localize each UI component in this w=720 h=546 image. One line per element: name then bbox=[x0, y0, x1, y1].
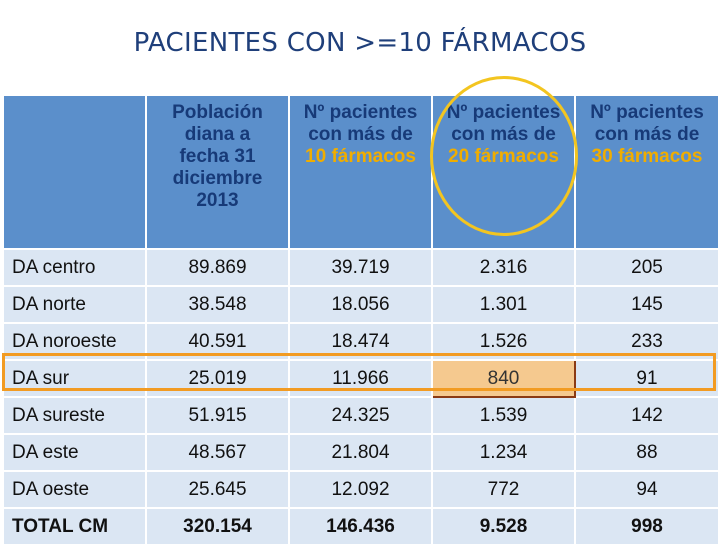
table-row: DA noroeste 40.591 18.474 1.526 233 bbox=[2, 322, 720, 361]
row-name: DA oeste bbox=[2, 470, 147, 509]
cell-30: 233 bbox=[574, 322, 720, 361]
table-row: DA norte 38.548 18.056 1.301 145 bbox=[2, 285, 720, 324]
total-30: 998 bbox=[574, 507, 720, 546]
cell-10: 18.474 bbox=[288, 322, 433, 361]
cell-population: 25.019 bbox=[145, 359, 290, 398]
total-10: 146.436 bbox=[288, 507, 433, 546]
header-line: Nº pacientes bbox=[446, 102, 561, 123]
header-20-farmacos: Nº pacientes con más de 20 fármacos bbox=[431, 94, 576, 250]
cell-10: 12.092 bbox=[288, 470, 433, 509]
header-line: Nº pacientes bbox=[590, 102, 704, 123]
table-row: DA centro 89.869 39.719 2.316 205 bbox=[2, 248, 720, 287]
cell-20: 1.526 bbox=[431, 322, 576, 361]
cell-population: 89.869 bbox=[145, 248, 290, 287]
cell-30: 88 bbox=[574, 433, 720, 472]
cell-30: 205 bbox=[574, 248, 720, 287]
header-line: diana a bbox=[184, 124, 251, 145]
cell-population: 48.567 bbox=[145, 433, 290, 472]
header-line: con más de bbox=[594, 124, 700, 145]
total-row: TOTAL CM 320.154 146.436 9.528 998 bbox=[2, 507, 720, 546]
cell-20: 1.234 bbox=[431, 433, 576, 472]
header-30-farmacos: Nº pacientes con más de 30 fármacos bbox=[574, 94, 720, 250]
total-population: 320.154 bbox=[145, 507, 290, 546]
header-population: Población diana a fecha 31 diciembre 201… bbox=[145, 94, 290, 250]
cell-20: 2.316 bbox=[431, 248, 576, 287]
cell-30: 145 bbox=[574, 285, 720, 324]
cell-population: 51.915 bbox=[145, 396, 290, 435]
header-line: con más de bbox=[451, 124, 556, 145]
cell-population: 40.591 bbox=[145, 322, 290, 361]
row-name: DA sureste bbox=[2, 396, 147, 435]
total-label: TOTAL CM bbox=[2, 507, 147, 546]
cell-20: 1.539 bbox=[431, 396, 576, 435]
row-name: DA sur bbox=[2, 359, 147, 398]
header-line: fecha 31 bbox=[179, 146, 256, 167]
table-row: DA oeste 25.645 12.092 772 94 bbox=[2, 470, 720, 509]
header-10-farmacos: Nº pacientes con más de 10 fármacos bbox=[288, 94, 433, 250]
table-row-highlighted: DA sur 25.019 11.966 840 91 bbox=[2, 359, 720, 398]
cell-20-highlighted: 840 bbox=[431, 359, 576, 398]
header-highlight: 30 fármacos bbox=[591, 146, 703, 167]
header-highlight: 20 fármacos bbox=[448, 146, 559, 167]
row-name: DA centro bbox=[2, 248, 147, 287]
row-name: DA este bbox=[2, 433, 147, 472]
cell-30: 94 bbox=[574, 470, 720, 509]
cell-10: 11.966 bbox=[288, 359, 433, 398]
header-line: Nº pacientes bbox=[303, 102, 418, 123]
table-row: DA este 48.567 21.804 1.234 88 bbox=[2, 433, 720, 472]
total-20: 9.528 bbox=[431, 507, 576, 546]
header-highlight: 10 fármacos bbox=[305, 146, 416, 167]
cell-population: 38.548 bbox=[145, 285, 290, 324]
cell-10: 21.804 bbox=[288, 433, 433, 472]
cell-20: 1.301 bbox=[431, 285, 576, 324]
row-name: DA noroeste bbox=[2, 322, 147, 361]
data-table: Población diana a fecha 31 diciembre 201… bbox=[2, 94, 720, 546]
cell-30: 91 bbox=[574, 359, 720, 398]
header-line: 2013 bbox=[196, 190, 239, 211]
table-row: DA sureste 51.915 24.325 1.539 142 bbox=[2, 396, 720, 435]
row-name: DA norte bbox=[2, 285, 147, 324]
cell-10: 18.056 bbox=[288, 285, 433, 324]
header-line: Población bbox=[172, 102, 263, 123]
cell-30: 142 bbox=[574, 396, 720, 435]
header-empty-cell bbox=[2, 94, 147, 250]
header-row: Población diana a fecha 31 diciembre 201… bbox=[2, 94, 720, 250]
header-line: con más de bbox=[308, 124, 413, 145]
cell-population: 25.645 bbox=[145, 470, 290, 509]
page-title: PACIENTES CON >=10 FÁRMACOS bbox=[133, 28, 587, 58]
cell-10: 39.719 bbox=[288, 248, 433, 287]
header-line: diciembre bbox=[172, 168, 263, 189]
cell-10: 24.325 bbox=[288, 396, 433, 435]
cell-20: 772 bbox=[431, 470, 576, 509]
